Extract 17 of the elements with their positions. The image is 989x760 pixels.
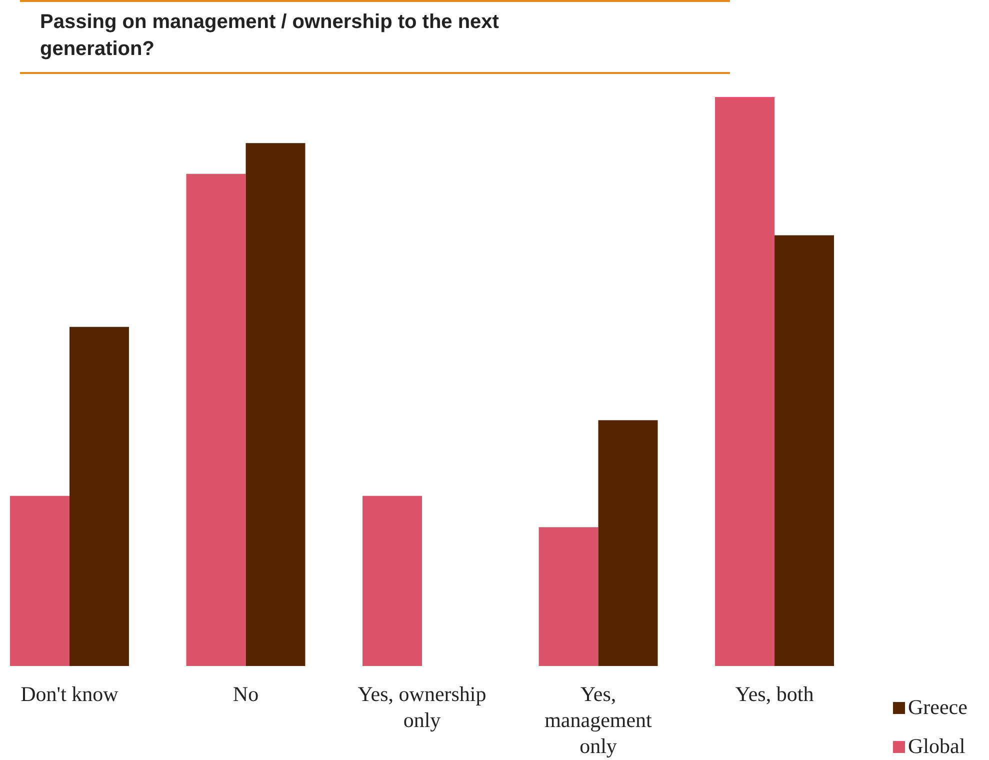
- bar: [69, 326, 129, 666]
- legend-label: Greece: [908, 695, 968, 719]
- bar: [715, 97, 775, 666]
- bar: [186, 174, 246, 666]
- bar: [362, 496, 422, 666]
- bar: [538, 527, 598, 666]
- bar: [10, 496, 70, 666]
- x-tick-label: Yes, both: [735, 682, 814, 706]
- chart-title: Passing on management / ownership to the next generation?: [40, 11, 500, 60]
- bar: [598, 420, 658, 666]
- bar: [246, 143, 306, 666]
- x-tick-label: Yes, management only: [544, 682, 652, 758]
- x-tick-label: No: [232, 682, 259, 706]
- bar: [774, 235, 834, 666]
- x-tick-label: Don't know: [20, 682, 120, 706]
- legend-label: Global: [908, 734, 966, 758]
- x-tick-label: Yes, ownership only: [358, 682, 486, 732]
